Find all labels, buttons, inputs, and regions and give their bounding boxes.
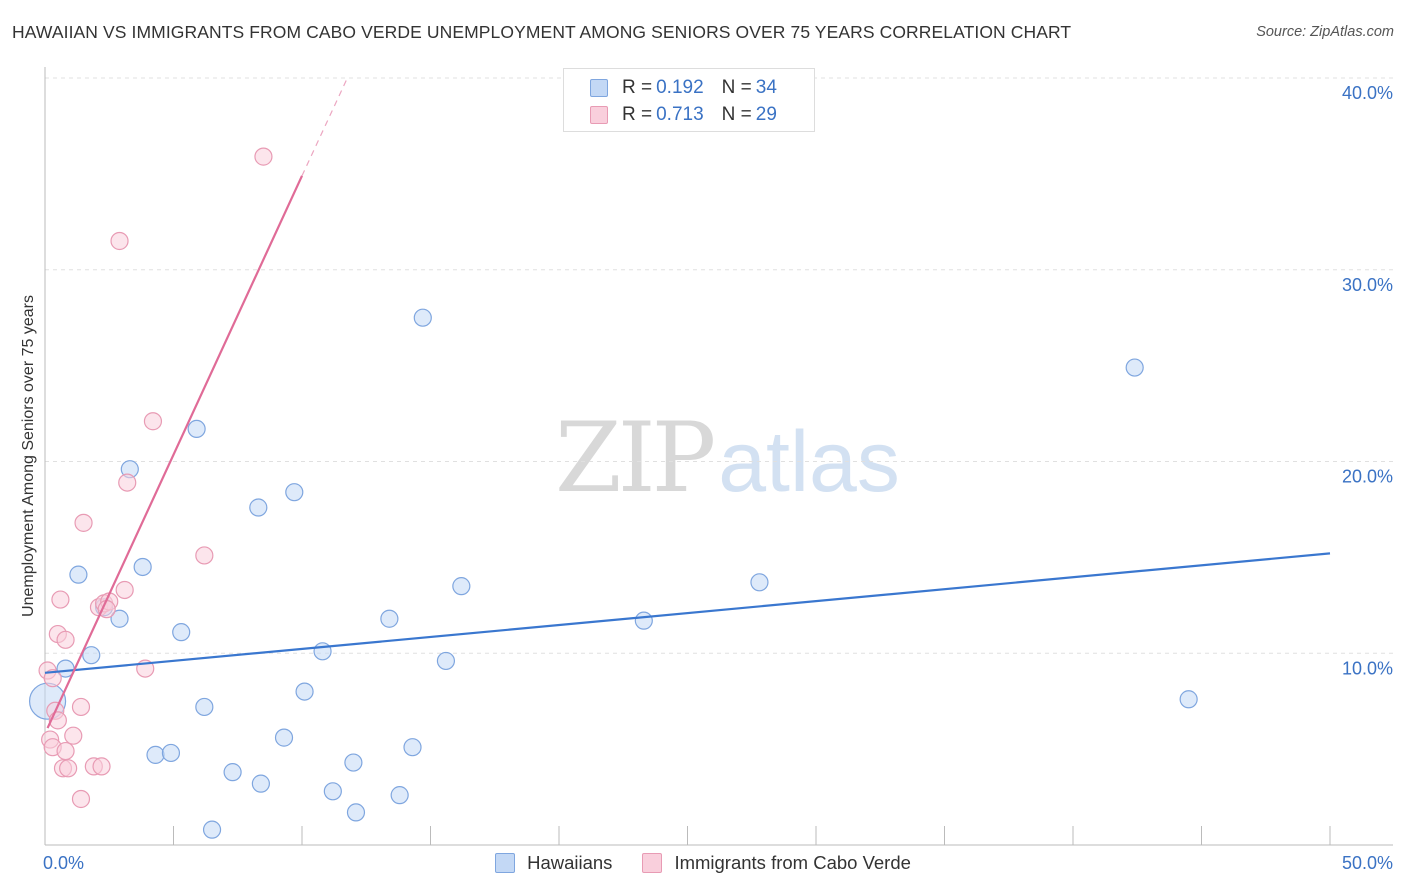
data-point-blue xyxy=(295,682,314,701)
data-point-blue xyxy=(161,743,181,763)
y-tick-label: 40.0% xyxy=(1342,83,1393,103)
data-point-blue xyxy=(750,573,769,592)
r-label: R = xyxy=(622,77,653,98)
data-point-blue xyxy=(413,308,432,327)
data-point-blue xyxy=(146,745,165,764)
data-point-pink xyxy=(110,231,129,251)
data-point-blue xyxy=(249,498,268,517)
data-point-pink xyxy=(71,789,91,809)
data-point-blue xyxy=(274,728,294,747)
data-point-blue xyxy=(285,483,304,502)
legend-label-cabo-verde: Immigrants from Cabo Verde xyxy=(674,852,911,873)
legend-swatch-pink xyxy=(590,106,608,124)
y-tick-label: 20.0% xyxy=(1342,467,1393,487)
data-point-blue xyxy=(223,763,242,782)
legend-label-hawaiians: Hawaiians xyxy=(527,852,613,873)
data-point-blue xyxy=(82,646,101,665)
legend-row-hawaiians: R = 0.192 N = 34 xyxy=(590,77,777,99)
data-point-pink xyxy=(59,759,78,778)
data-point-blue xyxy=(133,557,152,577)
n-value: 34 xyxy=(755,77,777,98)
n-value: 29 xyxy=(755,104,777,125)
data-point-blue xyxy=(251,774,270,793)
trend-line-pink xyxy=(46,175,303,729)
data-point-pink xyxy=(56,741,75,761)
series-legend: Hawaiians Immigrants from Cabo Verde xyxy=(0,852,1406,874)
data-point-blue xyxy=(195,697,214,717)
data-point-blue xyxy=(187,419,206,439)
n-label: N = xyxy=(721,104,752,125)
data-point-pink xyxy=(118,473,137,492)
y-tick-label: 10.0% xyxy=(1342,658,1393,678)
legend-swatch-blue xyxy=(590,79,608,97)
n-label: N = xyxy=(721,77,752,98)
data-point-pink xyxy=(43,669,62,688)
data-point-pink xyxy=(51,590,70,609)
legend-swatch-pink xyxy=(642,853,663,873)
data-point-blue xyxy=(202,820,222,839)
r-value: 0.192 xyxy=(656,77,704,98)
data-point-blue xyxy=(172,623,191,642)
legend-item-cabo-verde: Immigrants from Cabo Verde xyxy=(642,852,911,874)
data-point-pink xyxy=(143,412,163,431)
trend-line-extension-pink xyxy=(301,75,349,177)
data-point-blue xyxy=(380,609,399,628)
y-tick-label: 30.0% xyxy=(1342,275,1393,295)
data-point-blue xyxy=(452,577,471,596)
data-point-pink xyxy=(254,147,273,166)
data-point-pink xyxy=(71,697,91,717)
data-point-blue xyxy=(1125,358,1144,377)
correlation-legend: R = 0.192 N = 34 R = 0.713 N = 29 xyxy=(563,68,815,132)
data-point-blue xyxy=(1179,690,1198,709)
legend-row-cabo-verde: R = 0.713 N = 29 xyxy=(590,104,777,126)
watermark-zip: ZIP xyxy=(555,402,716,514)
chart-title: HAWAIIAN VS IMMIGRANTS FROM CABO VERDE U… xyxy=(12,22,1072,42)
r-value: 0.713 xyxy=(656,104,704,125)
data-point-blue xyxy=(390,786,409,805)
data-point-pink xyxy=(56,630,75,649)
data-point-blue xyxy=(403,738,422,757)
legend-item-hawaiians: Hawaiians xyxy=(495,852,612,874)
data-point-blue xyxy=(344,753,363,772)
data-point-blue xyxy=(634,611,653,630)
data-point-pink xyxy=(115,580,134,600)
data-point-pink xyxy=(74,513,93,532)
data-point-blue xyxy=(346,803,366,822)
legend-swatch-blue xyxy=(495,853,516,873)
source-credit: Source: ZipAtlas.com xyxy=(1256,24,1394,40)
data-point-pink xyxy=(64,726,83,745)
x-tick-label-max: 50.0% xyxy=(1342,853,1393,873)
trend-line-blue xyxy=(44,552,1331,674)
data-point-blue xyxy=(110,609,129,628)
data-point-blue xyxy=(323,782,342,801)
data-point-blue xyxy=(436,651,456,671)
data-point-pink xyxy=(195,546,214,565)
data-point-pink xyxy=(92,757,111,776)
x-tick-label-min: 0.0% xyxy=(43,853,84,873)
r-label: R = xyxy=(622,104,653,125)
data-point-blue xyxy=(69,565,88,584)
